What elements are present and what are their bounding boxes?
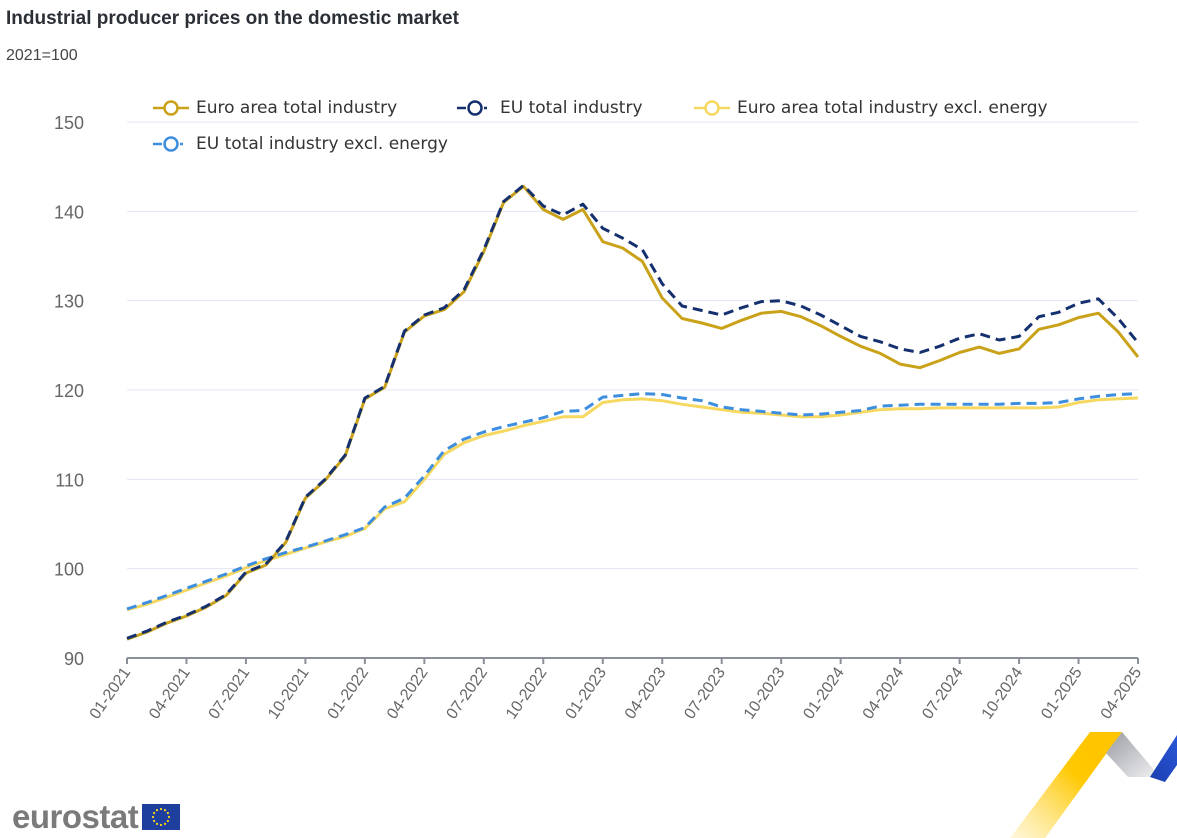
x-tick-label: 07-2024 [919, 664, 967, 722]
series-line-euro-area-total-industry-excl-energy[interactable] [126, 396, 1139, 612]
legend-item-eu-total[interactable]: EU total industry [456, 98, 643, 118]
x-tick-label: 04-2024 [860, 664, 908, 722]
legend-label: Euro area total industry [196, 98, 398, 118]
y-tick-label: 130 [54, 292, 84, 312]
x-tick-label: 07-2023 [681, 664, 729, 722]
x-tick-label: 01-2021 [87, 664, 135, 722]
x-tick-label: 01-2025 [1038, 664, 1086, 722]
decorative-ribbon-icon [1010, 732, 1177, 838]
legend-marker-icon [153, 100, 189, 116]
logo-text: eurostat [12, 798, 139, 835]
legend-label: EU total industry excl. energy [196, 134, 448, 154]
x-tick-label: 04-2025 [1098, 664, 1146, 722]
legend-label: Euro area total industry excl. energy [737, 98, 1048, 118]
x-tick-label: 10-2022 [503, 664, 551, 722]
y-tick-label: 110 [55, 470, 84, 490]
x-tick-label: 04-2022 [384, 664, 432, 722]
x-tick-label: 10-2024 [979, 664, 1027, 722]
eu-flag-icon [142, 804, 181, 830]
eurostat-logo: eurostat [12, 798, 181, 836]
x-tick-label: 04-2021 [146, 664, 194, 722]
gridlines [127, 121, 1138, 570]
series-line-euro-area-total-industry[interactable] [126, 184, 1140, 641]
x-tick-label: 01-2024 [800, 664, 848, 722]
x-tick-label: 01-2023 [562, 664, 610, 722]
x-tick-label: 07-2021 [206, 664, 254, 722]
y-tick-label: 100 [54, 560, 84, 580]
y-tick-label: 120 [54, 381, 84, 401]
legend-item-euro-area-excl-energy[interactable]: Euro area total industry excl. energy [693, 98, 1048, 118]
x-tick-label: 04-2023 [622, 664, 670, 722]
x-tick-label: 10-2021 [265, 664, 313, 722]
legend-item-eu-excl-energy[interactable]: EU total industry excl. energy [152, 134, 448, 154]
y-tick-label: 140 [54, 202, 84, 222]
y-tick-label: 150 [54, 113, 84, 133]
x-axis: 01-2021 04-2021 07-2021 10-2021 01-2022 04-20… [87, 657, 1146, 722]
legend-label: EU total industry [500, 98, 643, 118]
legend-marker-icon [457, 100, 487, 116]
chart-title: Industrial producer prices on the domest… [6, 8, 459, 29]
y-axis-labels: 90 100 110 120 130 140 150 [54, 113, 84, 669]
series-lines [126, 183, 1140, 641]
x-tick-label: 07-2022 [443, 664, 491, 722]
legend-marker-icon [153, 136, 183, 152]
series-line-eu-total-industry[interactable] [126, 183, 1140, 640]
legend-item-euro-area-total[interactable]: Euro area total industry [152, 98, 397, 118]
y-tick-label: 90 [64, 649, 84, 669]
x-tick-label: 10-2023 [741, 664, 789, 722]
x-tick-label: 01-2022 [325, 664, 373, 722]
chart-subtitle: 2021=100 [6, 47, 78, 64]
legend-marker-icon [694, 100, 730, 116]
series-line-eu-total-industry-excl-energy[interactable] [126, 392, 1139, 611]
